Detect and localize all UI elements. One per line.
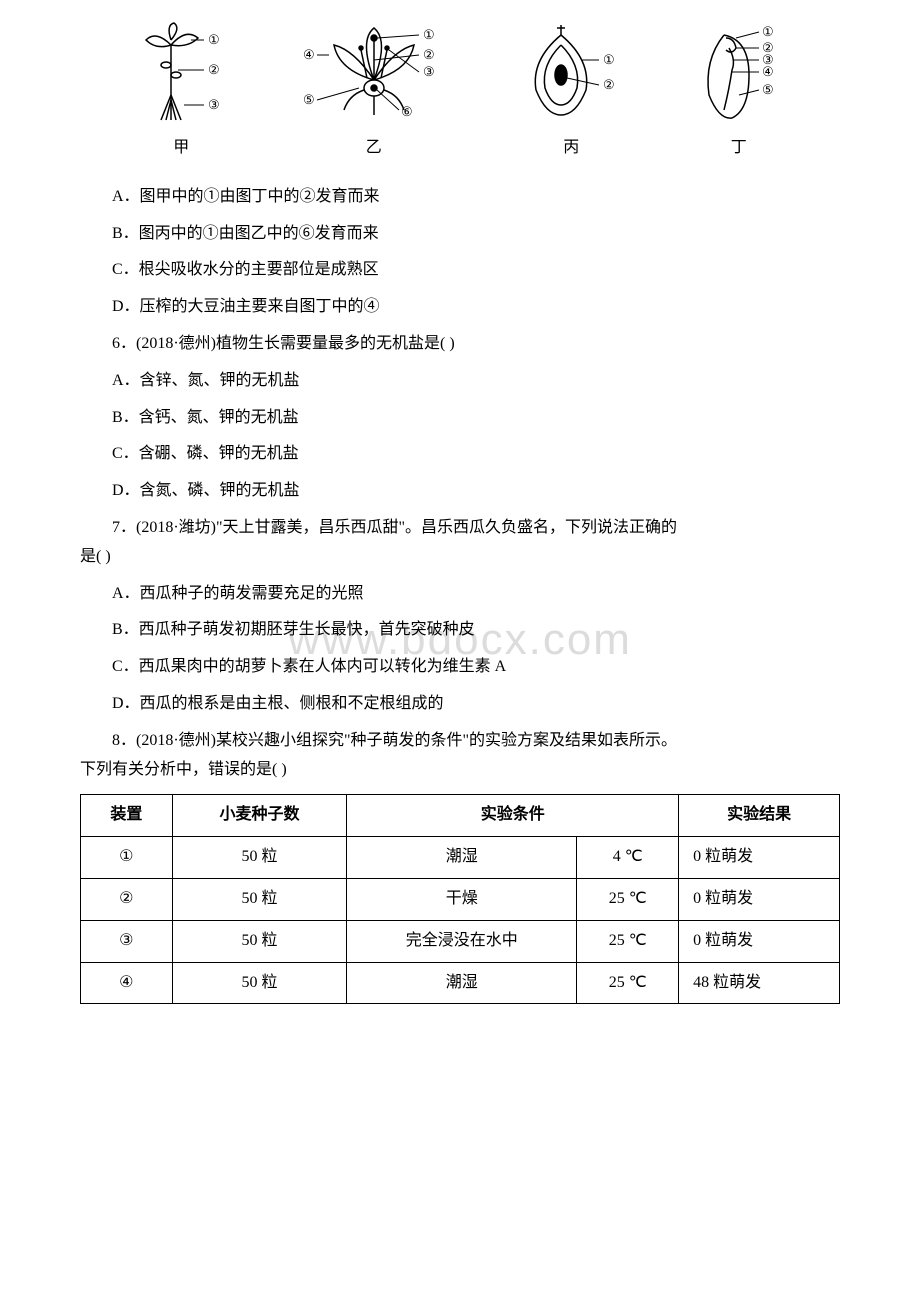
q5-option-a: A．图甲中的①由图丁中的②发育而来: [80, 183, 840, 212]
table-row: ① 50 粒 潮湿 4 ℃ 0 粒萌发: [81, 837, 840, 879]
svg-text:③: ③: [423, 64, 435, 79]
q7-option-d: D．西瓜的根系是由主根、侧根和不定根组成的: [80, 690, 840, 719]
svg-text:②: ②: [423, 47, 435, 62]
svg-text:⑤: ⑤: [303, 92, 315, 107]
th-result: 实验结果: [679, 795, 840, 837]
cell-result: 0 粒萌发: [679, 837, 840, 879]
svg-text:①: ①: [208, 32, 220, 47]
cell-seeds: 50 粒: [172, 878, 347, 920]
svg-text:①: ①: [603, 52, 615, 67]
svg-text:②: ②: [208, 62, 220, 77]
svg-text:④: ④: [762, 64, 774, 79]
q6-stem: 6．(2018·德州)植物生长需要量最多的无机盐是( ): [80, 330, 840, 359]
cell-result: 0 粒萌发: [679, 878, 840, 920]
q7-stem-line2: 是( ): [80, 543, 840, 572]
q6-option-d: D．含氮、磷、钾的无机盐: [80, 477, 840, 506]
cell-result: 48 粒萌发: [679, 962, 840, 1004]
svg-text:④: ④: [303, 47, 315, 62]
diagram-label-yi: 乙: [366, 134, 382, 163]
cell-device: ③: [81, 920, 173, 962]
cell-cond1: 干燥: [347, 878, 577, 920]
table-row: ② 50 粒 干燥 25 ℃ 0 粒萌发: [81, 878, 840, 920]
cell-cond2: 25 ℃: [577, 878, 679, 920]
svg-text:②: ②: [603, 77, 615, 92]
q8-stem-line1: 8．(2018·德州)某校兴趣小组探究"种子萌发的条件"的实验方案及结果如表所示…: [80, 727, 840, 756]
q5-option-b: B．图丙中的①由图乙中的⑥发育而来: [80, 220, 840, 249]
cell-device: ①: [81, 837, 173, 879]
diagram-row: ① ② ③ 甲: [80, 20, 840, 163]
svg-text:⑥: ⑥: [401, 104, 413, 119]
diagram-label-ding: 丁: [731, 134, 747, 163]
q7-option-c: C．西瓜果肉中的胡萝卜素在人体内可以转化为维生素 A: [80, 653, 840, 682]
diagram-jia: ① ② ③ 甲: [136, 20, 226, 163]
q8-stem-line2: 下列有关分析中，错误的是( ): [80, 756, 840, 785]
q5-option-d: D．压榨的大豆油主要来自图丁中的④: [80, 293, 840, 322]
svg-text:⑤: ⑤: [762, 82, 774, 97]
cell-seeds: 50 粒: [172, 837, 347, 879]
experiment-table: 装置 小麦种子数 实验条件 实验结果 ① 50 粒 潮湿 4 ℃ 0 粒萌发 ②…: [80, 794, 840, 1004]
svg-text:③: ③: [208, 97, 220, 112]
table-row: ④ 50 粒 潮湿 25 ℃ 48 粒萌发: [81, 962, 840, 1004]
q6-option-a: A．含锌、氮、钾的无机盐: [80, 367, 840, 396]
cell-seeds: 50 粒: [172, 920, 347, 962]
q7-stem-line1: 7．(2018·潍坊)"天上甘露美，昌乐西瓜甜"。昌乐西瓜久负盛名，下列说法正确…: [80, 514, 840, 543]
cell-result: 0 粒萌发: [679, 920, 840, 962]
diagram-label-bing: 丙: [563, 134, 579, 163]
diagram-bing: ① ② 丙: [521, 20, 621, 163]
svg-text:①: ①: [762, 24, 774, 39]
cell-cond1: 完全浸没在水中: [347, 920, 577, 962]
th-device: 装置: [81, 795, 173, 837]
svg-text:①: ①: [423, 27, 435, 42]
table-row: ③ 50 粒 完全浸没在水中 25 ℃ 0 粒萌发: [81, 920, 840, 962]
cell-cond2: 4 ℃: [577, 837, 679, 879]
cell-device: ②: [81, 878, 173, 920]
diagram-yi: ④ ⑤ ① ② ③ ⑥ 乙: [299, 20, 449, 163]
diagram-ding: ① ② ③ ④ ⑤ 丁: [694, 20, 784, 163]
cell-cond2: 25 ℃: [577, 962, 679, 1004]
q6-option-c: C．含硼、磷、钾的无机盐: [80, 440, 840, 469]
page-content: ① ② ③ 甲: [80, 20, 840, 1004]
table-header-row: 装置 小麦种子数 实验条件 实验结果: [81, 795, 840, 837]
cell-device: ④: [81, 962, 173, 1004]
th-conditions: 实验条件: [347, 795, 679, 837]
q7-option-b: B．西瓜种子萌发初期胚芽生长最快，首先突破种皮: [80, 616, 840, 645]
cell-cond2: 25 ℃: [577, 920, 679, 962]
cell-seeds: 50 粒: [172, 962, 347, 1004]
q5-option-c: C．根尖吸收水分的主要部位是成熟区: [80, 256, 840, 285]
cell-cond1: 潮湿: [347, 837, 577, 879]
diagram-label-jia: 甲: [173, 134, 189, 163]
cell-cond1: 潮湿: [347, 962, 577, 1004]
th-seeds: 小麦种子数: [172, 795, 347, 837]
q6-option-b: B．含钙、氮、钾的无机盐: [80, 404, 840, 433]
q7-option-a: A．西瓜种子的萌发需要充足的光照: [80, 580, 840, 609]
